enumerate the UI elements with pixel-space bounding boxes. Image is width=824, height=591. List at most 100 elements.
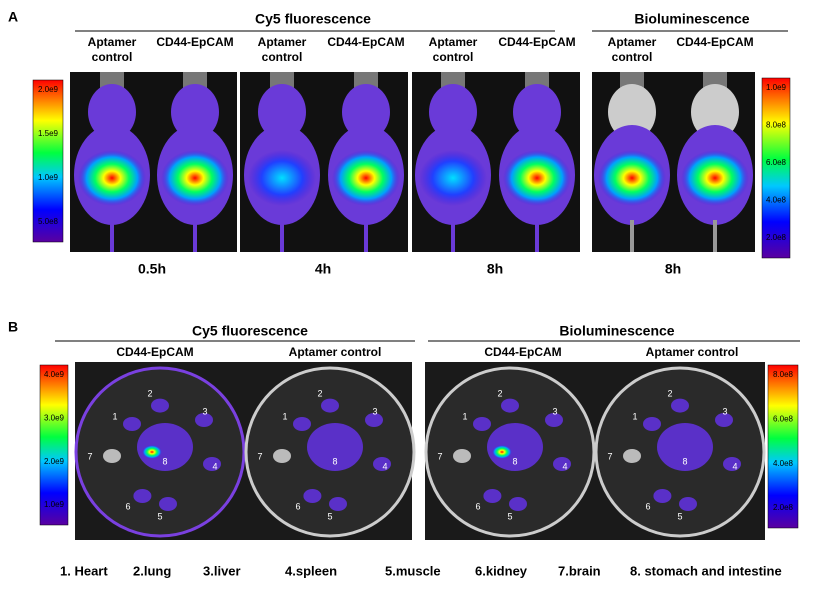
mouse-tail [110,220,114,252]
legend-item: 1. Heart [60,563,108,578]
organ-number: 8 [512,456,517,466]
colorbar-gradient [767,364,799,529]
organ [133,489,152,503]
organ [103,449,121,463]
mouse-head [342,84,390,140]
organ-number: 2 [667,388,672,398]
organ-number: 3 [722,406,727,416]
signal [681,150,749,206]
column-header: CD44-EpCAM [156,35,233,49]
colorbar-label: 6.0e8 [766,158,787,167]
mouse-head [171,84,219,140]
colorbar-label: 3.0e9 [44,413,65,422]
colorbar-gradient [39,364,69,526]
organ-number: 2 [317,388,322,398]
organ-number: 3 [552,406,557,416]
organ-number: 1 [282,411,287,421]
mouse-head [258,84,306,140]
signal [142,445,162,459]
organ [643,417,661,431]
time-label: 0.5h [138,261,166,277]
organ [307,423,363,471]
colorbar-label: 4.0e8 [773,459,794,468]
organ-number: 2 [147,388,152,398]
organ [473,417,491,431]
mouse-head [429,84,477,140]
signal [419,150,487,206]
signal [492,445,512,459]
colorbar-label: 2.0e8 [773,503,794,512]
mouse-tail [364,220,368,252]
organ [657,423,713,471]
organ [553,457,571,471]
legend-item: 3.liver [203,563,241,578]
column-header: control [433,50,474,64]
colorbar: 8.0e8 6.0e8 4.0e8 2.0e8 [767,364,799,529]
signal [503,150,571,206]
legend-item: 7.brain [558,563,601,578]
organ [321,398,339,413]
organ-number: 7 [87,451,92,461]
organ [203,457,221,471]
mouse-tail [280,220,284,252]
organ-number: 7 [437,451,442,461]
organ [303,489,322,503]
organ [329,497,347,511]
column-header: CD44-EpCAM [676,35,753,49]
organ [453,449,471,463]
organ [623,449,641,463]
colorbar-gradient [32,79,64,243]
mouse-head [88,84,136,140]
organ-number: 4 [382,461,387,471]
column-header: control [262,50,303,64]
organ-number: 3 [372,406,377,416]
organ [273,449,291,463]
column-header: Aptamer [258,35,307,49]
organ-number: 2 [497,388,502,398]
organ [653,489,672,503]
organ [151,398,169,413]
organ-number: 4 [732,461,737,471]
colorbar-label: 1.0e9 [38,173,59,182]
organ-number: 5 [507,511,512,521]
organ [501,398,519,413]
figure-content: A Cy5 fluorescence BioluminescenceAptamerc… [8,9,800,578]
panel-label: A [8,9,18,25]
colorbar: 2.0e9 1.5e9 1.0e9 5.0e8 [32,79,64,243]
legend-item: 8. stomach and intestine [630,563,782,578]
signal [78,150,146,206]
colorbar-label: 8.0e8 [766,121,787,130]
organ [123,417,141,431]
panel-label: B [8,319,18,335]
colorbar-label: 4.0e8 [766,196,787,205]
organ [487,423,543,471]
mouse-tail [630,220,634,252]
group-title: Bioluminescence [634,11,749,27]
organ-number: 3 [202,406,207,416]
column-header: control [612,50,653,64]
organ-number: 4 [212,461,217,471]
organ-number: 5 [157,511,162,521]
organ-number: 6 [125,501,130,511]
column-header: Aptamer [429,35,478,49]
colorbar-gradient [761,77,791,259]
organ-number: 1 [462,411,467,421]
dish-header: Aptamer control [646,345,739,359]
organ [715,413,733,427]
column-header: Aptamer [88,35,137,49]
column-header: CD44-EpCAM [327,35,404,49]
organ-number: 7 [607,451,612,461]
signal [332,150,400,206]
organ [365,413,383,427]
group-title: Cy5 fluorescence [192,323,308,339]
group-title: Cy5 fluorescence [255,11,371,27]
organ-number: 8 [162,456,167,466]
mouse-tail [713,220,717,252]
organ [137,423,193,471]
colorbar-label: 1.0e9 [766,83,787,92]
mouse-tail [193,220,197,252]
time-label: 4h [315,261,331,277]
organ [723,457,741,471]
colorbar-label: 2.0e9 [38,85,59,94]
organ [195,413,213,427]
